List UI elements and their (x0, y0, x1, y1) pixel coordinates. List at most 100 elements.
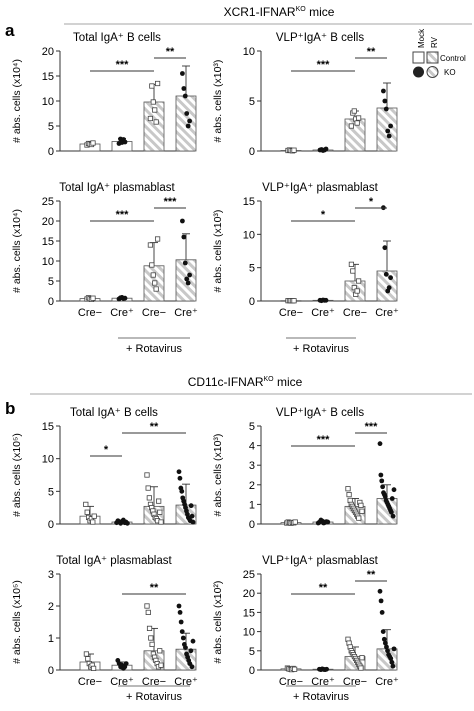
data-point-square (156, 498, 162, 504)
y-axis-label: # abs. cells (x10³) (212, 60, 224, 143)
y-tick-label: 0 (48, 296, 54, 308)
data-point-circle (378, 598, 384, 604)
y-tick-label: 10 (42, 454, 54, 466)
panel-title: VLP⁺IgA⁺ B cells (276, 32, 364, 44)
y-tick-label: 0 (249, 665, 255, 677)
data-point-square (147, 115, 153, 122)
y-tick-label: 0 (48, 519, 54, 531)
data-point-square (146, 495, 152, 501)
data-point-square (354, 288, 360, 294)
data-point-square (148, 635, 154, 641)
significance-label: *** (164, 196, 178, 208)
data-point-square (91, 665, 97, 672)
data-point-square (348, 123, 355, 129)
data-point-circle (386, 285, 392, 291)
data-point-square (83, 651, 89, 657)
data-point-square (145, 609, 151, 616)
data-point-circle (391, 487, 397, 493)
panel-b4: VLP⁺IgA⁺ plasmablast # abs. cells (x10²) 0… (212, 555, 399, 688)
legend-control: Control (440, 54, 466, 63)
x-tick-label: Cre− (279, 307, 303, 319)
panel-title: VLP⁺IgA⁺ B cells (276, 407, 364, 419)
data-point-square (153, 119, 159, 125)
y-tick-label: 20 (243, 588, 255, 600)
data-point-square (359, 655, 365, 661)
data-point-circle (182, 93, 188, 99)
x-tick-label: Cre− (78, 676, 102, 688)
legend-rv: RV (430, 36, 439, 48)
y-tick-label: 0 (249, 519, 255, 531)
data-point-circle (181, 86, 187, 91)
y-axis-label: # abs. cells (x10⁴) (11, 59, 23, 143)
rotavirus-label-right-b: + Rotavirus (293, 691, 349, 703)
data-point-circle (380, 629, 386, 634)
data-point-square (348, 261, 355, 267)
panel-title: Total IgA⁺ B cells (70, 407, 158, 419)
data-point-square (351, 285, 357, 291)
y-tick-label: 20 (42, 216, 54, 228)
significance-label: *** (317, 434, 331, 446)
data-point-circle (185, 280, 191, 286)
rotavirus-label-right-a: + Rotavirus (293, 343, 349, 355)
y-axis-label: # abs. cells (x10⁵) (11, 580, 23, 664)
data-point-square (158, 662, 164, 668)
data-point-square (354, 120, 360, 126)
data-point-circle (176, 469, 182, 475)
data-point-square (149, 262, 155, 268)
y-tick-label: 15 (42, 236, 54, 248)
data-point-square (90, 295, 96, 301)
data-point-circle (122, 139, 128, 145)
significance-label: * (104, 444, 109, 456)
x-tick-label: Cre⁺ (311, 307, 335, 319)
data-point-square (145, 485, 151, 491)
data-point-circle (183, 645, 188, 650)
x-tick-label: Cre⁺ (174, 307, 198, 319)
data-point-square (144, 603, 150, 609)
x-tick-label: Cre⁺ (311, 676, 335, 688)
data-point-square (153, 286, 159, 292)
data-point-square (85, 656, 91, 662)
x-tick-label: Cre⁺ (110, 307, 134, 319)
data-point-circle (385, 648, 390, 654)
x-tick-label: Cre− (78, 307, 102, 319)
section-a-title: XCR1-IFNARKO mice (224, 5, 335, 19)
significance-label: ** (367, 46, 376, 58)
y-tick-label: 1 (249, 499, 255, 511)
data-point-circle (190, 638, 196, 644)
data-point-circle (188, 648, 194, 654)
data-point-circle (177, 610, 183, 615)
data-point-circle (391, 646, 397, 652)
significance-label: ** (367, 569, 376, 581)
data-point-circle (389, 496, 395, 501)
y-axis-label: # abs. cells (x10⁴) (11, 209, 23, 293)
y-tick-label: 4 (249, 441, 255, 453)
data-point-circle (388, 275, 393, 281)
data-point-circle (385, 128, 391, 134)
data-point-circle (179, 488, 185, 494)
data-point-square (84, 509, 90, 515)
x-tick-label: Cre− (343, 676, 367, 688)
y-tick-label: 5 (249, 646, 255, 658)
data-point-circle (122, 295, 128, 301)
y-tick-label: 2 (48, 601, 54, 613)
y-tick-label: 3 (249, 460, 255, 472)
significance-label: * (369, 196, 374, 208)
data-point-square (157, 648, 163, 654)
data-point-circle (384, 644, 389, 650)
panel-a4: VLP⁺IgA⁺ plasmablast # abs. cells (x10³) 0… (212, 182, 399, 319)
data-point-circle (383, 106, 389, 112)
data-point-circle (185, 123, 191, 129)
data-point-circle (182, 260, 188, 266)
legend-ko-rv-icon (426, 66, 439, 78)
y-tick-label: 10 (42, 256, 54, 268)
data-point-square (158, 519, 164, 525)
panel-b1: Total IgA⁺ B cells # abs. cells (x10⁵) 0 5 1… (11, 407, 197, 531)
section-a-label: a (5, 21, 15, 40)
data-point-square (358, 665, 364, 671)
panel-title: VLP⁺IgA⁺ plasmablast (262, 182, 379, 194)
data-point-circle (377, 441, 383, 447)
significance-label: ** (166, 46, 175, 58)
y-tick-label: 15 (243, 607, 255, 619)
y-tick-label: 10 (243, 229, 255, 241)
panel-title: Total IgA⁺ B cells (73, 32, 161, 44)
